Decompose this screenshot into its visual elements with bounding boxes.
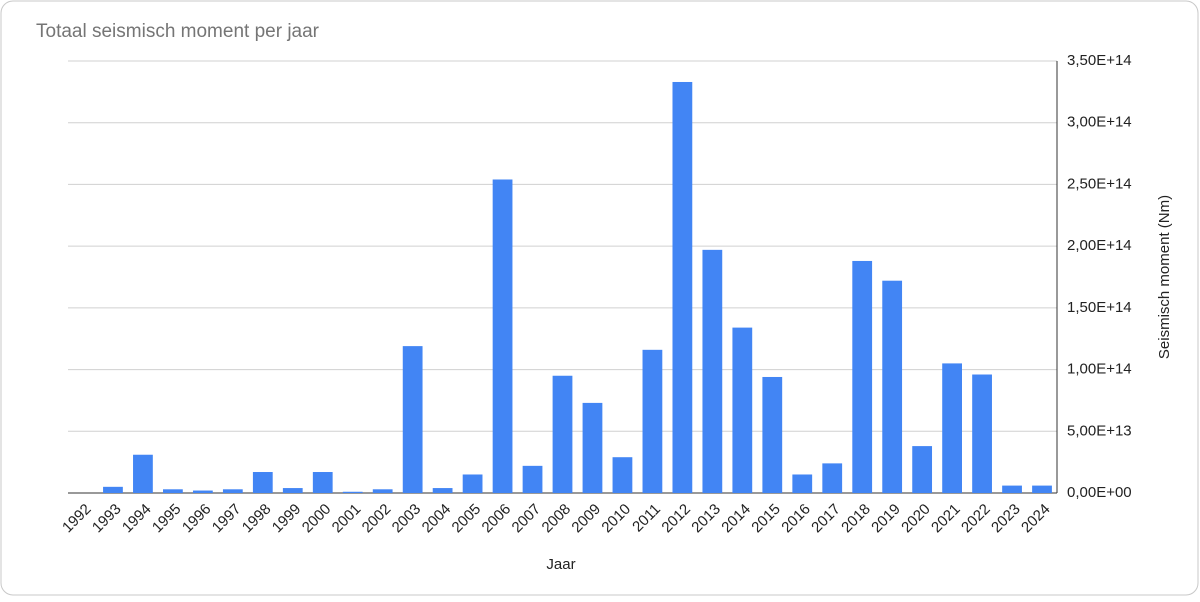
x-axis-title: Jaar bbox=[546, 556, 575, 573]
y-tick-label: 3,00E+14 bbox=[1067, 114, 1132, 131]
bar bbox=[192, 490, 213, 493]
bar bbox=[222, 489, 243, 493]
y-axis-title: Seismisch moment (Nm) bbox=[1156, 195, 1173, 359]
bar bbox=[852, 260, 873, 493]
bar bbox=[342, 491, 363, 493]
bar bbox=[672, 81, 693, 494]
bar bbox=[762, 376, 783, 493]
bar bbox=[912, 446, 933, 493]
bar bbox=[133, 454, 153, 493]
bar bbox=[882, 280, 903, 493]
bar bbox=[432, 488, 453, 493]
y-tick-label: 2,00E+14 bbox=[1067, 237, 1132, 254]
y-tick-label: 1,50E+14 bbox=[1067, 299, 1132, 316]
bar bbox=[402, 346, 423, 493]
bar bbox=[282, 488, 303, 493]
bar bbox=[582, 402, 603, 493]
bar bbox=[1002, 485, 1022, 493]
bar bbox=[462, 474, 483, 493]
bar bbox=[492, 179, 513, 493]
bar bbox=[942, 363, 962, 493]
bar bbox=[642, 349, 663, 493]
y-tick-label: 3,50E+14 bbox=[1067, 52, 1132, 69]
bar bbox=[522, 465, 543, 493]
bar bbox=[552, 375, 573, 493]
bar bbox=[1032, 485, 1052, 493]
bar bbox=[732, 327, 753, 493]
bar bbox=[372, 489, 393, 493]
bar bbox=[103, 486, 123, 493]
bar bbox=[252, 472, 273, 493]
bar bbox=[972, 374, 992, 493]
bar bbox=[312, 472, 333, 493]
bar bbox=[612, 457, 633, 493]
chart-title: Totaal seismisch moment per jaar bbox=[36, 21, 320, 42]
bar bbox=[702, 249, 723, 493]
y-tick-label: 1,00E+14 bbox=[1067, 361, 1132, 378]
bar bbox=[163, 489, 183, 493]
y-tick-label: 2,50E+14 bbox=[1067, 175, 1132, 192]
y-tick-label: 5,00E+13 bbox=[1067, 422, 1132, 439]
y-tick-label: 0,00E+00 bbox=[1067, 484, 1132, 501]
bar bbox=[822, 463, 843, 493]
bar bbox=[792, 474, 813, 493]
